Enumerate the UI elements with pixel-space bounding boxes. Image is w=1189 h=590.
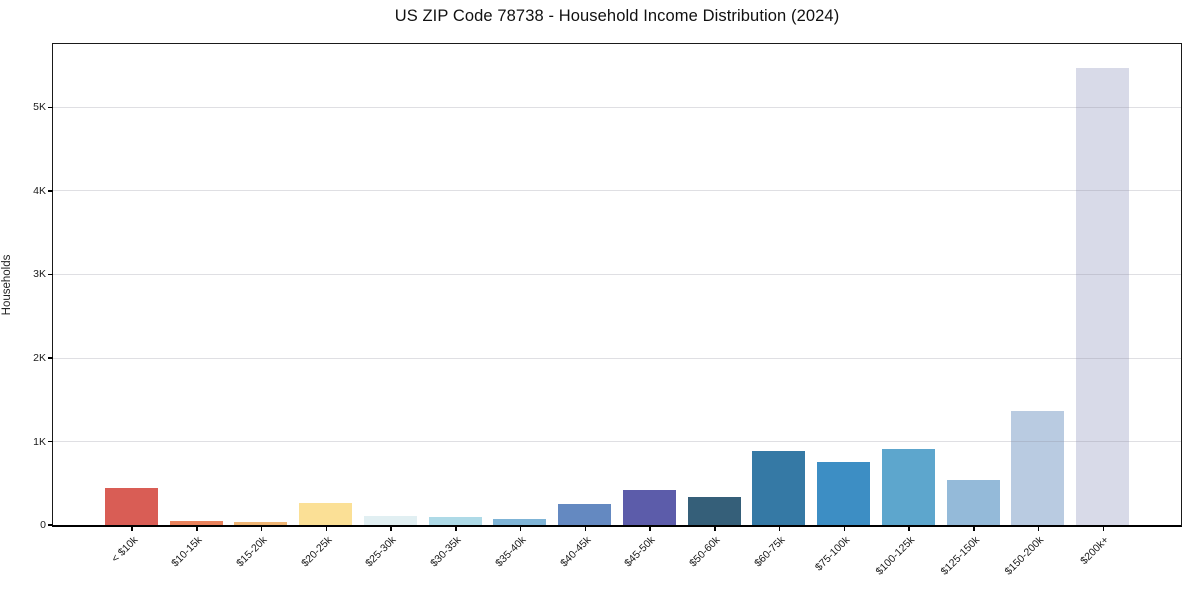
bar bbox=[363, 515, 417, 525]
y-tick-mark bbox=[48, 357, 53, 359]
y-tick-label: 1K bbox=[33, 435, 46, 448]
y-tick-label: 2K bbox=[33, 352, 46, 364]
bar bbox=[1011, 410, 1065, 525]
x-tick-mark bbox=[649, 526, 651, 531]
y-tick-label: 3K bbox=[33, 268, 46, 281]
x-tick-label: $20-25k bbox=[298, 534, 335, 570]
x-tick-label: $100-125k bbox=[873, 534, 917, 578]
x-tick-mark bbox=[390, 526, 392, 531]
x-tick-mark bbox=[714, 526, 716, 531]
bar bbox=[299, 502, 353, 525]
x-tick-label: $75-100k bbox=[812, 534, 853, 574]
bar bbox=[1076, 68, 1130, 525]
y-tick-label: 0 bbox=[40, 519, 46, 531]
x-tick-mark bbox=[519, 526, 522, 531]
bar bbox=[428, 517, 482, 525]
x-tick-label: $60-75k bbox=[752, 534, 788, 570]
bar-slot: $75-100k bbox=[811, 44, 876, 573]
bar-slot: < $10k bbox=[99, 44, 164, 565]
y-tick-mark bbox=[48, 106, 53, 109]
x-tick-label: $150-200k bbox=[1002, 534, 1047, 578]
bar bbox=[817, 462, 871, 525]
bar bbox=[558, 503, 612, 525]
bar bbox=[622, 490, 676, 525]
bar bbox=[946, 480, 1000, 525]
chart-title: US ZIP Code 78738 - Household Income Dis… bbox=[394, 7, 840, 25]
bar-slot: $200k+ bbox=[1070, 44, 1135, 567]
x-tick-mark bbox=[325, 526, 328, 531]
x-tick-label: $30-35k bbox=[428, 534, 464, 570]
x-tick-mark bbox=[131, 526, 133, 531]
x-tick-label: $45-50k bbox=[622, 534, 658, 570]
bar-slot: $125-150k bbox=[938, 44, 1006, 578]
y-tick-label: 4K bbox=[33, 184, 46, 197]
x-tick-mark bbox=[260, 526, 263, 531]
bar-slot: $25-30k bbox=[358, 44, 423, 569]
bar-slot: $150-200k bbox=[1003, 44, 1071, 578]
bar-slot: $45-50k bbox=[617, 44, 682, 569]
bar bbox=[234, 521, 288, 525]
bar bbox=[169, 520, 223, 525]
bar bbox=[104, 487, 158, 525]
bar-slot: $15-20k bbox=[229, 44, 294, 569]
x-tick-mark bbox=[196, 526, 198, 531]
x-tick-mark bbox=[973, 526, 975, 531]
y-axis-label: Households bbox=[1, 254, 13, 316]
y-tick-mark bbox=[48, 524, 53, 526]
x-tick-mark bbox=[455, 526, 457, 531]
bar-slot: $100-125k bbox=[873, 44, 941, 578]
x-tick-mark bbox=[584, 526, 587, 531]
bar-slot: $20-25k bbox=[293, 44, 358, 569]
x-tick-label: $125-150k bbox=[938, 534, 982, 578]
bars-row: < $10k $10-15k $15-20k $20-25k $25-30k $30-35… bbox=[53, 44, 1181, 578]
bar-slot: $10-15k bbox=[164, 44, 229, 569]
x-tick-label: $10-15k bbox=[169, 534, 205, 570]
y-tick-mark bbox=[48, 190, 53, 192]
bar-slot: $35-40k bbox=[488, 44, 553, 569]
x-tick-mark bbox=[908, 526, 910, 531]
y-tick-mark bbox=[48, 273, 53, 276]
x-tick-mark bbox=[1102, 526, 1105, 531]
bar bbox=[881, 448, 935, 525]
x-tick-label: $40-45k bbox=[557, 534, 594, 570]
x-tick-label: $35-40k bbox=[493, 534, 529, 570]
x-tick-label: $200k+ bbox=[1078, 534, 1112, 568]
x-tick-label: $25-30k bbox=[363, 534, 399, 570]
x-tick-mark bbox=[1037, 526, 1040, 531]
x-tick-label: $15-20k bbox=[234, 534, 270, 570]
x-tick-label: $50-60k bbox=[687, 534, 723, 570]
bar-slot: $30-35k bbox=[423, 44, 488, 569]
plot-area: 0 1K 2K 3K 4K 5K < $10k $10-15k $15-20k $20-25k $2… bbox=[33, 43, 1182, 578]
y-tick-mark bbox=[48, 440, 53, 443]
y-tick-label: 5K bbox=[33, 101, 46, 114]
bar-slot: $50-60k bbox=[682, 44, 747, 569]
bar bbox=[687, 497, 741, 525]
bar bbox=[493, 518, 547, 525]
bar bbox=[752, 451, 806, 525]
x-tick-mark bbox=[843, 526, 846, 531]
bar-slot: $40-45k bbox=[552, 44, 617, 569]
x-tick-label: < $10k bbox=[108, 534, 140, 565]
bar-slot: $60-75k bbox=[747, 44, 812, 569]
x-tick-mark bbox=[778, 526, 781, 531]
